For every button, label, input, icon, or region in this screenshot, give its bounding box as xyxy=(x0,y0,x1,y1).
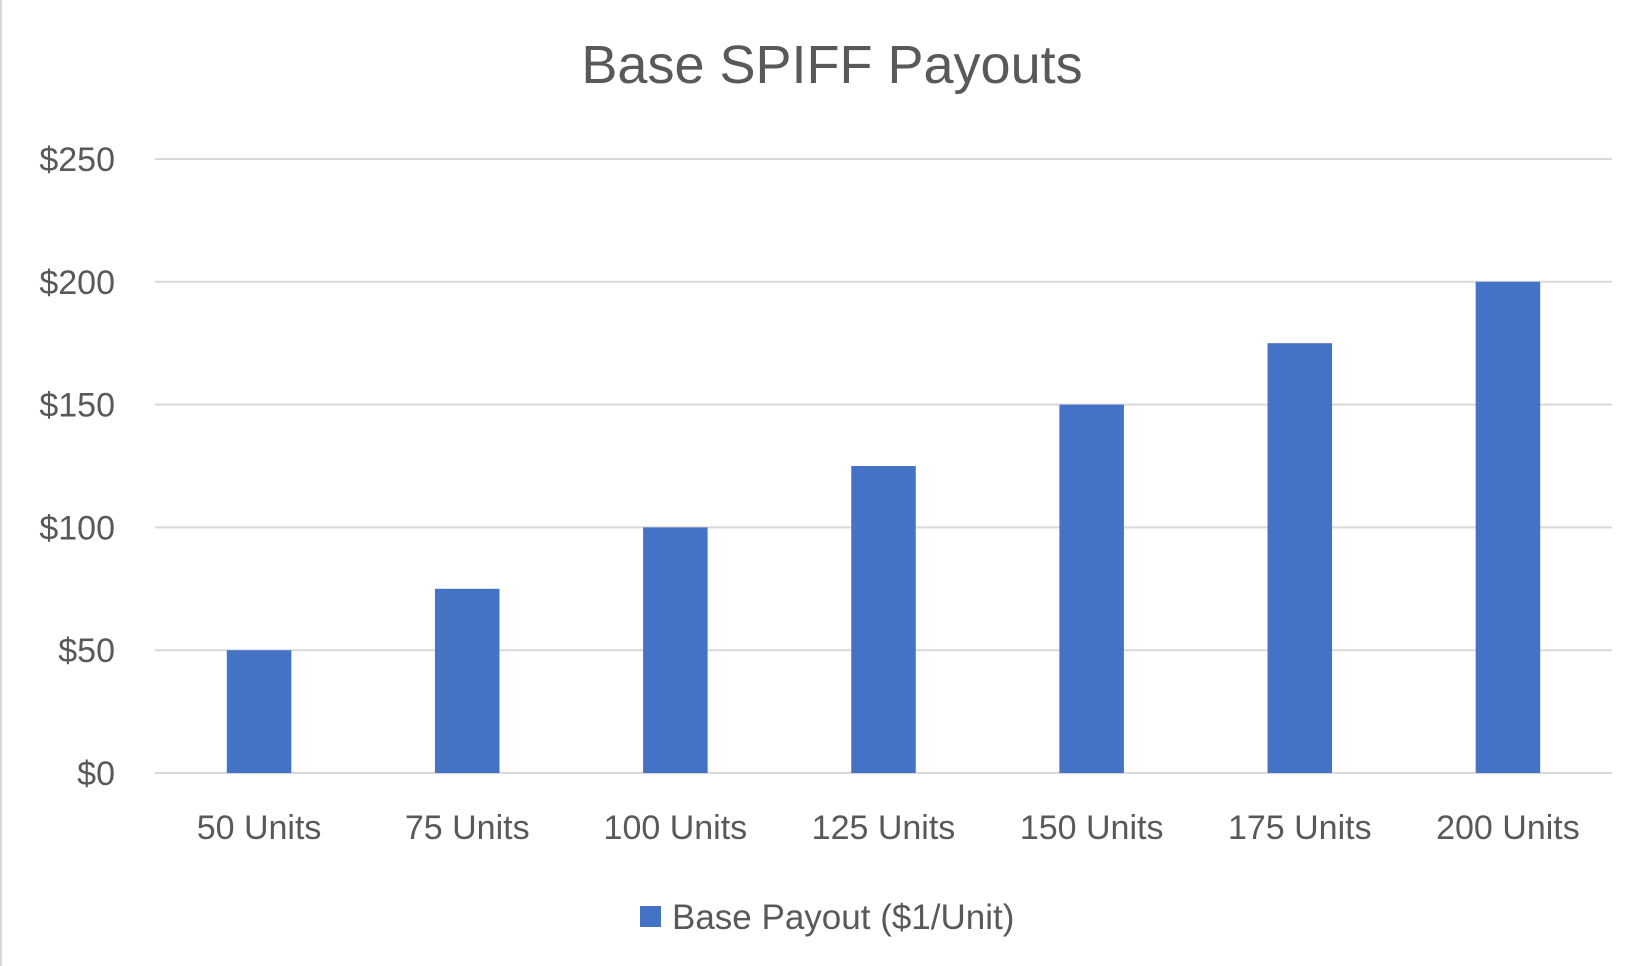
legend: Base Payout ($1/Unit) xyxy=(640,898,1014,937)
bar xyxy=(226,650,292,773)
bar xyxy=(643,527,708,773)
y-tick-label: $0 xyxy=(77,755,115,793)
y-tick-label: $50 xyxy=(58,632,115,670)
y-axis-tick-labels: $0 $50 $100 $150 $200 $250 xyxy=(39,141,115,793)
bar xyxy=(851,466,916,773)
legend-swatch xyxy=(640,906,661,927)
chart-left-border xyxy=(0,0,2,966)
y-tick-label: $100 xyxy=(39,509,115,547)
legend-label: Base Payout ($1/Unit) xyxy=(672,898,1014,937)
x-tick-label: 125 Units xyxy=(812,809,956,847)
y-tick-label: $250 xyxy=(39,141,115,179)
y-tick-label: $200 xyxy=(39,264,115,302)
chart-title: Base SPIFF Payouts xyxy=(581,35,1082,95)
bars xyxy=(226,281,1541,773)
bar xyxy=(1267,343,1333,773)
gridlines xyxy=(155,158,1612,774)
x-tick-label: 150 Units xyxy=(1020,809,1164,847)
bar xyxy=(1475,281,1541,773)
bar xyxy=(1059,404,1124,773)
x-tick-label: 50 Units xyxy=(197,809,322,847)
y-tick-label: $150 xyxy=(39,387,115,425)
bar xyxy=(434,588,500,773)
x-tick-label: 75 Units xyxy=(405,809,530,847)
x-tick-label: 100 Units xyxy=(604,809,748,847)
x-tick-label: 200 Units xyxy=(1436,809,1580,847)
x-axis-tick-labels: 50 Units 75 Units 100 Units 125 Units 150 Un… xyxy=(197,809,1580,847)
x-tick-label: 175 Units xyxy=(1228,809,1372,847)
